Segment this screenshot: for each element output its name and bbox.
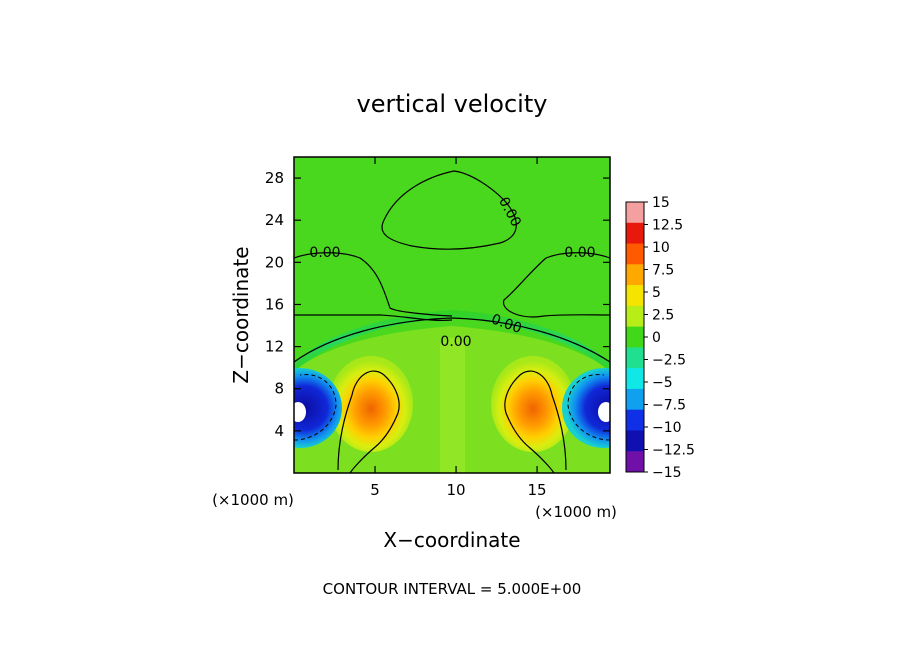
x-tick-label: 5 bbox=[370, 481, 380, 499]
colorbar-swatch bbox=[626, 243, 644, 265]
y-tick-label: 20 bbox=[265, 253, 284, 271]
contour-label: 0.00 bbox=[564, 245, 595, 261]
colorbar-label: −12.5 bbox=[652, 443, 695, 459]
contour-left-cell bbox=[337, 370, 400, 473]
downdraft-left bbox=[294, 368, 342, 448]
colorbar-swatch bbox=[626, 305, 644, 328]
contour-neg-right bbox=[567, 374, 610, 441]
colorbar-label: −10 bbox=[652, 420, 682, 436]
plot-frame bbox=[293, 156, 611, 474]
y-tick-label: 16 bbox=[265, 295, 284, 313]
contour-lower-arc bbox=[294, 317, 610, 363]
x-tick-label: 15 bbox=[528, 481, 547, 499]
colorbar-swatch bbox=[626, 202, 644, 224]
colorbar-label: 12.5 bbox=[652, 218, 683, 234]
plot-area: 0.00 0.00 0.00 0.00 0.00 bbox=[294, 157, 610, 473]
y-tick-label: 4 bbox=[274, 422, 284, 440]
y-tick-label: 28 bbox=[265, 169, 284, 187]
x-tick-label: 10 bbox=[447, 481, 466, 499]
colorbar-swatch bbox=[626, 326, 644, 348]
contour-lines bbox=[294, 170, 610, 473]
downdraft-left-core bbox=[294, 402, 306, 422]
chart-title: vertical velocity bbox=[357, 90, 548, 118]
contour-neg-left bbox=[294, 374, 337, 441]
colorbar-swatch bbox=[626, 222, 644, 245]
colorbar-swatch bbox=[626, 368, 644, 390]
y-tick-label: 24 bbox=[265, 211, 284, 229]
contour-label: 0.00 bbox=[309, 245, 340, 261]
colorbar-label: 0 bbox=[652, 330, 661, 346]
field-band bbox=[294, 310, 610, 372]
y-axis-label: Z−coordinate bbox=[229, 246, 253, 383]
colorbar-label: −2.5 bbox=[652, 353, 686, 369]
colorbar-swatch bbox=[626, 409, 644, 431]
axes: 5 10 15 4 8 12 16 20 24 28 bbox=[265, 157, 610, 499]
colorbar-label: 2.5 bbox=[652, 308, 674, 324]
downdraft-right-core bbox=[598, 402, 610, 422]
field-center-column bbox=[440, 337, 465, 473]
colorbar-label: 10 bbox=[652, 240, 670, 256]
downdraft-right bbox=[562, 368, 610, 448]
colorbar: 15 12.5 10 7.5 5 2.5 0 −2.5 −5 −7.5 −10 −12.5 −15 bbox=[625, 195, 695, 481]
colorbar-label: 7.5 bbox=[652, 263, 674, 279]
colorbar-label: 5 bbox=[652, 285, 661, 301]
contour-label: 0.00 bbox=[440, 334, 471, 350]
y-axis-unit: (×1000 m) bbox=[535, 503, 617, 521]
contour-interval: CONTOUR INTERVAL = 5.000E+00 bbox=[323, 580, 582, 598]
contour-lines-negative bbox=[294, 374, 610, 441]
contour-right-cell bbox=[504, 370, 567, 473]
colorbar-label: 15 bbox=[652, 195, 670, 211]
colorbar-label: −7.5 bbox=[652, 398, 686, 414]
x-axis-label: X−coordinate bbox=[383, 528, 520, 552]
contour-upper-dome bbox=[381, 170, 517, 250]
updraft-left bbox=[329, 356, 413, 452]
colorbar-label: −15 bbox=[652, 465, 682, 481]
colorbar-swatch bbox=[626, 430, 644, 452]
y-tick-label: 8 bbox=[274, 380, 284, 398]
colorbar-swatch bbox=[626, 347, 644, 369]
colorbar-swatch bbox=[626, 264, 644, 286]
updraft-right bbox=[491, 356, 575, 452]
x-axis-unit: (×1000 m) bbox=[212, 491, 294, 509]
colorbar-label: −5 bbox=[652, 375, 673, 391]
contour-mid-left bbox=[294, 314, 453, 321]
colorbar-swatch bbox=[626, 285, 644, 307]
colorbar-swatch bbox=[626, 388, 644, 411]
colorbar-swatch bbox=[626, 451, 644, 473]
contour-right-arc bbox=[502, 252, 610, 318]
contour-left-arc bbox=[294, 252, 453, 317]
y-tick-label: 12 bbox=[265, 338, 284, 356]
